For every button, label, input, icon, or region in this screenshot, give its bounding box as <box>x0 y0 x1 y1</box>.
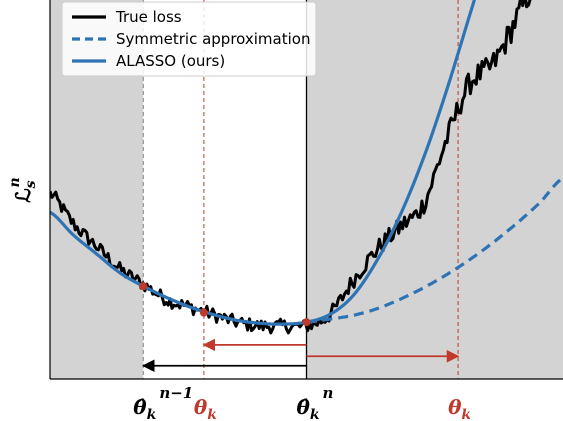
shaded-region-2 <box>306 0 563 379</box>
legend-label-2: Symmetric approximation <box>116 30 310 48</box>
series-alasso-ours <box>50 0 476 326</box>
point-marker-2 <box>199 308 208 317</box>
legend-frame <box>61 1 317 77</box>
legend: True loss Symmetric approximation ALASSO (… <box>61 1 317 77</box>
tick-label-theta-hat-prev: θ̂kn−1 <box>133 384 193 421</box>
tick-label-theta-prev: θk <box>194 395 217 421</box>
tick-label-theta-cur: θk <box>448 395 471 421</box>
distance-arrows <box>142 338 460 373</box>
tick-label-text: θk <box>448 395 471 421</box>
legend-label-3: ALASSO (ours) <box>116 52 225 70</box>
tick-label-text: θ̂kn−1 <box>133 384 193 421</box>
legend-label-1: True loss <box>115 8 182 26</box>
point-marker-3 <box>302 318 311 327</box>
y-axis-label: ℒsn <box>7 177 39 202</box>
point-markers <box>139 282 311 327</box>
tick-label-text: θ̂kn <box>297 384 334 421</box>
y-axis-label-sup: n <box>7 177 23 187</box>
y-axis-label-base: ℒ <box>11 188 35 202</box>
svg-text:ℒsn: ℒsn <box>7 177 39 202</box>
y-axis-label-sub: s <box>23 180 39 188</box>
series-lines <box>50 0 563 335</box>
point-marker-1 <box>139 282 148 291</box>
tick-label-theta-hat-cur: θ̂kn <box>297 384 334 421</box>
series-symmetric-approximation <box>306 176 563 324</box>
tick-label-text: θk <box>194 395 217 421</box>
